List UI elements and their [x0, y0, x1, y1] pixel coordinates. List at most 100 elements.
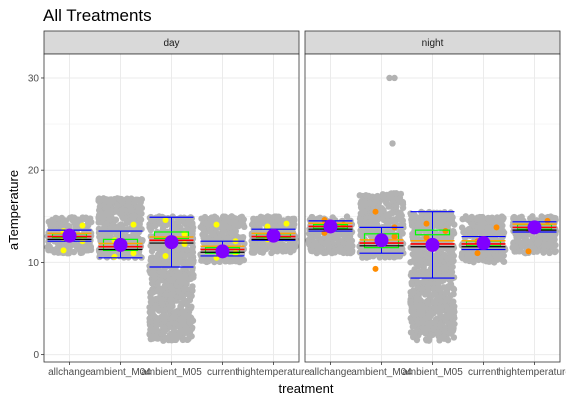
y-tick-label: 0 [33, 350, 39, 361]
jitter-point [343, 213, 351, 220]
jitter-point [550, 214, 557, 222]
jitter-point [392, 190, 400, 197]
jitter-point [357, 200, 364, 207]
mean-point [215, 244, 230, 259]
jitter-point [104, 232, 111, 240]
jitter-point [148, 299, 155, 306]
jitter-point [201, 219, 209, 227]
group-allchange [305, 213, 356, 257]
jitter-point [540, 247, 547, 255]
jitter-point [415, 263, 422, 270]
data-point [79, 222, 86, 229]
jitter-point [138, 210, 145, 217]
jitter-point [441, 251, 448, 258]
jitter-point [47, 221, 55, 229]
jitter-point [479, 218, 487, 226]
jitter-point [178, 315, 186, 323]
jitter-point [174, 269, 182, 276]
mean-point [323, 219, 338, 234]
jitter-point [184, 291, 192, 298]
group-ambient_M05 [407, 208, 458, 344]
jitter-point [116, 252, 123, 260]
jitter-point [268, 217, 275, 224]
jitter-point [119, 206, 126, 214]
mean-point [113, 237, 128, 252]
jitter-point [408, 318, 416, 326]
mean-point [527, 220, 542, 235]
jitter-point [518, 242, 526, 249]
jitter-point [462, 215, 469, 222]
jitter-point [185, 258, 193, 265]
jitter-point [174, 333, 181, 341]
x-tick-label: ambient_M05 [141, 367, 202, 378]
jitter-point [167, 296, 175, 303]
jitter-point [88, 218, 95, 226]
jitter-point [480, 250, 487, 257]
jitter-point [182, 252, 189, 260]
jitter-point [158, 300, 166, 307]
jitter-point [495, 216, 502, 224]
jitter-point [323, 238, 331, 246]
jitter-point [285, 242, 293, 249]
jitter-point [150, 271, 157, 279]
x-tick-label: hightemperature [237, 367, 310, 378]
mean-point [374, 233, 389, 248]
jitter-point [151, 326, 159, 334]
x-tick-label: allchange [309, 367, 352, 378]
jitter-point [153, 335, 161, 342]
chart-title: All Treatments [43, 6, 152, 25]
jitter-point [390, 216, 397, 223]
jitter-point [99, 225, 107, 232]
jitter-point [218, 230, 226, 238]
jitter-point [189, 222, 196, 229]
jitter-point [349, 242, 356, 250]
jitter-point [444, 283, 451, 291]
jitter-point [103, 205, 111, 213]
jitter-point [221, 218, 228, 226]
jitter-point [356, 215, 364, 223]
x-tick-label: hightemperature [498, 367, 566, 378]
jitter-point [181, 272, 189, 279]
jitter-point [124, 218, 131, 225]
jitter-point [432, 319, 439, 326]
jitter-point [122, 250, 129, 258]
jitter-point [462, 257, 470, 264]
jitter-point [104, 251, 111, 258]
jitter-point [171, 256, 178, 264]
jitter-point [274, 217, 282, 224]
jitter-point [313, 242, 320, 250]
jitter-point [434, 329, 442, 337]
jitter-point [408, 212, 415, 219]
jitter-point [460, 229, 467, 236]
jitter-point [162, 291, 170, 298]
y-axis-title: aTemperature [6, 170, 21, 250]
jitter-point [186, 327, 193, 334]
jitter-point [448, 268, 455, 275]
jitter-point [95, 207, 103, 214]
jitter-point [408, 308, 415, 315]
jitter-point [259, 216, 267, 223]
jitter-point [356, 192, 363, 199]
jitter-point [177, 303, 184, 310]
group-ambient_M05 [146, 213, 197, 344]
jitter-point [150, 242, 157, 250]
jitter-point [434, 283, 442, 291]
jitter-point [511, 248, 518, 255]
data-point [181, 240, 188, 247]
jitter-point [168, 264, 175, 271]
jitter-point [486, 217, 494, 224]
data-point [442, 228, 449, 235]
jitter-point [155, 258, 162, 265]
outlier-point [386, 74, 393, 82]
jitter-point [277, 245, 285, 252]
jitter-point [417, 257, 424, 265]
jitter-point [135, 235, 142, 242]
jitter-point [412, 254, 419, 261]
jitter-point [437, 224, 445, 231]
data-point [493, 224, 500, 231]
jitter-point [173, 227, 181, 234]
data-point [264, 223, 271, 230]
jitter-point [331, 235, 339, 242]
jitter-point [227, 219, 235, 226]
jitter-point [437, 321, 444, 328]
